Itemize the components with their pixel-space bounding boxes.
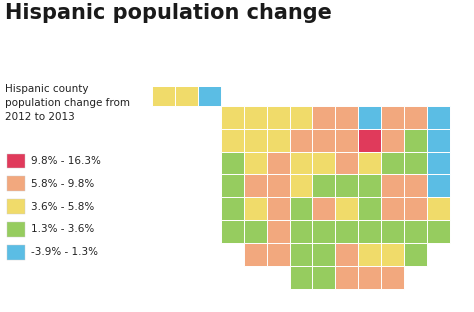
Bar [312, 129, 336, 152]
Bar [358, 174, 381, 197]
Text: 3.6% - 5.8%: 3.6% - 5.8% [31, 202, 94, 212]
Bar [358, 266, 381, 289]
Bar [290, 129, 312, 152]
Bar [266, 129, 290, 152]
Bar [427, 174, 450, 197]
Bar [312, 152, 336, 174]
Bar [244, 152, 266, 174]
Bar [244, 197, 266, 220]
Bar [312, 266, 336, 289]
Bar [381, 197, 404, 220]
Bar [427, 220, 450, 243]
Text: 5.8% - 9.8%: 5.8% - 9.8% [31, 179, 94, 189]
Bar [381, 174, 404, 197]
Bar [221, 220, 244, 243]
Bar [198, 83, 221, 106]
Bar [427, 152, 450, 174]
Bar [358, 243, 381, 266]
Bar [336, 174, 358, 197]
Bar [336, 106, 358, 129]
Bar [312, 174, 336, 197]
Bar [244, 174, 266, 197]
Bar [404, 174, 427, 197]
Bar [221, 174, 244, 197]
Bar [358, 197, 381, 220]
Bar [358, 152, 381, 174]
Bar [152, 83, 175, 106]
Bar [358, 220, 381, 243]
Bar [404, 106, 427, 129]
Bar [427, 106, 450, 129]
Bar [358, 129, 381, 152]
Bar [336, 220, 358, 243]
Bar [336, 197, 358, 220]
Bar [381, 106, 404, 129]
Bar [312, 197, 336, 220]
Bar [266, 243, 290, 266]
Bar [404, 220, 427, 243]
Bar [404, 197, 427, 220]
Bar [175, 83, 198, 106]
Bar [381, 243, 404, 266]
Bar [266, 220, 290, 243]
Bar [336, 243, 358, 266]
Bar [404, 243, 427, 266]
Bar [381, 129, 404, 152]
Bar [358, 106, 381, 129]
Bar [312, 243, 336, 266]
Bar [266, 197, 290, 220]
Bar [290, 152, 312, 174]
Bar [358, 152, 381, 174]
Bar [336, 129, 358, 152]
Bar [290, 106, 312, 129]
Text: Hispanic population change: Hispanic population change [5, 3, 332, 23]
Bar [266, 174, 290, 197]
Bar [312, 106, 336, 129]
Bar [404, 152, 427, 174]
Bar [381, 152, 404, 174]
Bar [244, 220, 266, 243]
Bar [290, 220, 312, 243]
Bar [221, 129, 244, 152]
Bar [290, 174, 312, 197]
Bar [290, 243, 312, 266]
Bar [427, 197, 450, 220]
Bar [244, 106, 266, 129]
Bar [290, 266, 312, 289]
Bar [381, 266, 404, 289]
Text: 9.8% - 16.3%: 9.8% - 16.3% [31, 156, 100, 166]
Text: -3.9% - 1.3%: -3.9% - 1.3% [31, 247, 98, 257]
Bar [221, 106, 244, 129]
Bar [336, 152, 358, 174]
Bar [244, 129, 266, 152]
Bar [266, 152, 290, 174]
Bar [427, 129, 450, 152]
Bar [244, 243, 266, 266]
Text: Hispanic county
population change from
2012 to 2013: Hispanic county population change from 2… [5, 84, 130, 122]
Bar [290, 197, 312, 220]
Bar [221, 152, 244, 174]
Text: 1.3% - 3.6%: 1.3% - 3.6% [31, 224, 94, 234]
Bar [266, 106, 290, 129]
Bar [336, 266, 358, 289]
Bar [312, 220, 336, 243]
Bar [381, 220, 404, 243]
Bar [221, 197, 244, 220]
Bar [404, 129, 427, 152]
